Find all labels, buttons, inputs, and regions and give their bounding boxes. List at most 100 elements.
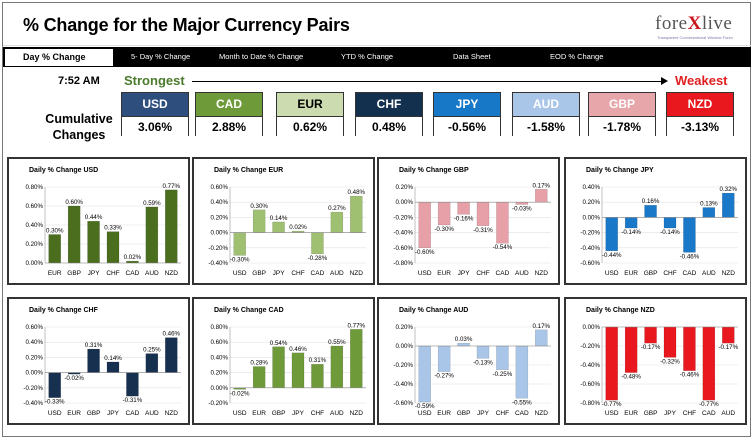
y-tick-label: -0.40% (393, 230, 413, 237)
x-tick-label: CHF (106, 270, 119, 277)
currency-box-cad: CAD 2.88% (195, 92, 263, 136)
chart-panel-usd: Daily % Change USD 0.00% 0.20% 0.40% 0.60% 0.… (7, 157, 190, 285)
x-tick-label: GBP (644, 270, 658, 277)
data-label: 0.25% (143, 347, 161, 354)
data-label: -0.16% (454, 215, 474, 222)
bar-usd (48, 372, 61, 398)
bar-aud (145, 353, 159, 373)
data-label: 0.31% (309, 357, 327, 364)
bar-jpy (87, 221, 100, 264)
x-tick-label: AUD (330, 270, 344, 277)
bar-gbp (252, 209, 266, 233)
bar-chart: -0.80%-0.60%-0.40%-0.20%0.00%0.20%-0.60%… (393, 182, 551, 277)
y-tick-label: 0.00% (582, 214, 600, 221)
y-tick-label: 0.00% (395, 199, 413, 206)
bar-usd (605, 217, 618, 252)
data-label: -0.13% (473, 359, 493, 366)
x-tick-label: CAD (515, 410, 529, 417)
tab-5-day-change[interactable]: 5- Day % Change (131, 52, 191, 61)
x-tick-label: USD (233, 410, 247, 417)
data-label: -0.44% (602, 252, 622, 259)
tab-ytd-change[interactable]: YTD % Change (341, 52, 394, 61)
page-title: % Change for the Major Currency Pairs (23, 15, 350, 35)
x-tick-label: CAD (126, 270, 140, 277)
y-tick-label: -0.60% (393, 400, 413, 407)
currency-cumulative-value: -1.78% (589, 116, 655, 136)
y-tick-label: 0.80% (210, 324, 228, 331)
x-tick-label: JPY (664, 410, 677, 417)
data-label: -0.17% (641, 344, 661, 351)
x-tick-label: NZD (350, 410, 364, 417)
bar-jpy (106, 361, 120, 373)
bar-chart: 0.00% 0.20% 0.40% 0.60% 0.80% 0.30% EUR 0.60% GB… (25, 183, 181, 277)
tab-data-sheet[interactable]: Data Sheet (453, 52, 491, 61)
x-tick-label: AUD (721, 410, 735, 417)
x-tick-label: NZD (165, 410, 179, 417)
chart-panel-eur: Daily % Change EUR -0.40% -0.20% 0.00% 0.20%… (192, 157, 375, 285)
data-label: 0.16% (642, 198, 660, 205)
currency-name: EUR (277, 93, 343, 116)
x-tick-label: EUR (437, 270, 451, 277)
data-label: -0.31% (473, 227, 493, 234)
data-label: -0.46% (680, 372, 700, 379)
bar-cad (515, 345, 529, 399)
x-tick-label: CHF (663, 270, 676, 277)
weakest-label: Weakest (675, 73, 728, 88)
y-tick-label: 0.40% (25, 222, 43, 229)
data-label: 0.28% (250, 360, 268, 367)
data-label: -0.54% (493, 244, 513, 251)
y-tick-label: -0.60% (393, 245, 413, 252)
x-tick-label: AUD (330, 410, 344, 417)
bar-eur (48, 234, 61, 264)
tab-eod-change[interactable]: EOD % Change (550, 52, 604, 61)
x-tick-label: USD (605, 410, 619, 417)
y-tick-label: 0.20% (25, 354, 43, 361)
currency-name: AUD (513, 93, 579, 116)
tab-month-to-date-change[interactable]: Month to Date % Change (219, 52, 304, 61)
x-tick-label: JPY (292, 410, 305, 417)
bar-nzd (350, 329, 363, 389)
bar-eur (437, 202, 451, 226)
data-label: -0.60% (415, 249, 435, 256)
x-tick-label: EUR (437, 410, 451, 417)
data-label: 0.32% (720, 186, 738, 193)
data-label: 0.33% (104, 225, 122, 232)
bar-eur (252, 366, 266, 388)
x-tick-label: NZD (350, 270, 364, 277)
data-label: -0.25% (493, 371, 513, 378)
chart-panel-aud: Daily % Change AUD -0.60% -0.40% -0.20% 0.00… (377, 297, 560, 425)
chart-panel-cad: Daily % Change CAD -0.20% 0.00% 0.20% 0.40% 0… (192, 297, 375, 425)
currency-cumulative-value: 2.88% (196, 116, 262, 136)
y-tick-label: 0.00% (395, 343, 413, 350)
chart-panel-chf: Daily % Change CHF -0.40% -0.20% 0.00% 0.20%… (7, 297, 190, 425)
chart-title: Daily % Change GBP (399, 167, 469, 174)
strongest-label: Strongest (124, 73, 185, 88)
x-tick-label: JPY (107, 410, 120, 417)
data-label: 0.02% (289, 224, 307, 231)
y-tick-label: 0.80% (25, 184, 43, 191)
y-tick-label: 0.40% (210, 354, 228, 361)
data-label: -0.30% (230, 256, 250, 263)
bar-cad (496, 202, 509, 244)
x-tick-label: NZD (722, 270, 736, 277)
data-label: -0.02% (64, 375, 84, 382)
chart-title: Daily % Change CAD (214, 307, 284, 314)
currency-cumulative-value: -3.13% (667, 116, 733, 136)
tab-day-change[interactable]: Day % Change (5, 49, 113, 66)
bar-aud (330, 345, 344, 388)
data-label: -0.77% (699, 401, 719, 408)
x-tick-label: GBP (87, 410, 101, 417)
bar-gbp (644, 326, 657, 344)
data-label: -0.33% (45, 399, 65, 406)
bar-gbp (644, 205, 657, 218)
y-tick-label: 0.00% (582, 324, 600, 331)
bar-nzd (350, 195, 363, 233)
bar-jpy (291, 352, 305, 388)
bar-usd (233, 232, 246, 256)
x-tick-label: CHF (496, 410, 509, 417)
y-tick-label: 0.60% (210, 339, 228, 346)
currency-name: JPY (434, 93, 500, 116)
x-tick-label: USD (48, 410, 62, 417)
x-tick-label: GBP (67, 270, 81, 277)
strength-arrow-line (192, 81, 665, 82)
